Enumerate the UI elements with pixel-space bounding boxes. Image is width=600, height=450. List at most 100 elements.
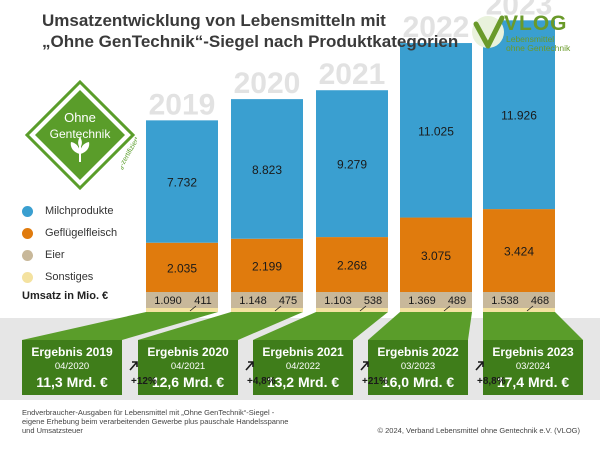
value-label-gefluegelfleisch: 2.199 [252,259,282,273]
vlog-logo-sub2: ohne Gentechnik [506,43,571,53]
value-label-milchprodukte: 9.279 [337,158,367,172]
year-label: 2020 [234,67,301,100]
legend-label: Eier [45,249,65,261]
value-label-sonstiges: 489 [448,295,466,307]
result-period: 03/2023 [401,361,435,372]
result-total: 12,6 Mrd. € [152,374,225,390]
bar-segment-milchprodukte [483,20,555,210]
value-label-eier: 1.148 [239,295,267,307]
result-period: 04/2020 [55,361,89,372]
bar-segment-eier [231,292,303,308]
bar-segment-eier [146,292,218,308]
value-label-milchprodukte: 8.823 [252,163,282,177]
growth-arrow-icon [245,361,254,371]
result-period: 04/2021 [171,361,205,372]
unit-label: Umsatz in Mio. € [22,290,109,302]
bar-segment-sonstiges [146,308,218,312]
result-total: 16,0 Mrd. € [382,374,455,390]
bar-segment-eier [400,292,472,308]
footer-note: Endverbraucher-Ausgaben für Lebensmittel… [22,408,322,435]
chart-legend: Milchprodukte Geflügelfleisch Eier Sonst… [22,200,117,288]
bar-segment-gefluegelfleisch [231,238,303,292]
plant-icon [70,137,90,162]
bar-segment-gefluegelfleisch [316,237,388,292]
vlog-logo-sub1: Lebensmittel [506,34,555,44]
bar-segment-milchprodukte [316,90,388,238]
result-title: Ergebnis 2020 [147,345,229,359]
legend-item-eier: Eier [22,244,117,266]
year-label: 2019 [149,88,216,121]
chart-title-line1: Umsatzentwicklung von Lebensmitteln mit [42,11,386,30]
growth-arrow-icon [360,361,369,371]
growth-label: +21% [362,376,388,387]
legend-label: Milchprodukte [45,205,114,217]
result-box [22,340,122,395]
value-label-eier: 1.090 [154,295,182,307]
value-label-sonstiges: 538 [364,295,382,307]
result-box [368,340,468,395]
bar-segment-gefluegelfleisch [146,242,218,292]
bar-segment-milchprodukte [146,120,218,243]
footer-note-line1: Endverbraucher-Ausgaben für Lebensmittel… [22,408,275,417]
vlog-logo-icon [472,15,505,49]
vlog-logo-text: VLOG [504,12,568,35]
result-box [483,340,583,395]
legend-item-gefluegelfleisch: Geflügelfleisch [22,222,117,244]
bar-connector [138,312,303,340]
value-label-sonstiges: 475 [279,295,297,307]
value-label-eier: 1.538 [491,295,519,307]
badge-line2: Gentechnik [50,127,112,141]
sonstiges-pointer [443,305,451,312]
value-label-milchprodukte: 7.732 [167,176,197,190]
bar-connector [368,312,472,340]
result-box [253,340,353,395]
ohne-gentechnik-badge: Ohne Gentechnik vlog-zertifiziert.org [24,79,137,191]
footer-note-line2: eigene Erhebung beim verarbeitenden Gewe… [22,417,289,426]
sonstiges-pointer [526,305,534,312]
badge-url: vlog-zertifiziert.org [121,126,137,179]
legend-item-sonstiges: Sonstiges [22,266,117,288]
bar-segment-milchprodukte [400,43,472,218]
result-title: Ergebnis 2023 [492,345,574,359]
result-title: Ergebnis 2022 [377,345,459,359]
legend-label: Geflügelfleisch [45,227,118,239]
growth-label: +4,8% [247,376,276,387]
bar-segment-gefluegelfleisch [483,209,555,292]
growth-arrow-icon [129,361,138,371]
sonstiges-pointer [359,305,367,312]
legend-item-milchprodukte: Milchprodukte [22,200,117,222]
year-label: 2022 [403,11,470,44]
bar-segment-sonstiges [316,308,388,312]
value-label-eier: 1.369 [408,295,436,307]
sonstiges-pointer [189,305,197,312]
chart-title-line2: „Ohne GenTechnik“-Siegel nach Produktkat… [42,32,459,51]
bar-segment-gefluegelfleisch [400,217,472,292]
growth-label: +8,8% [477,376,506,387]
value-label-milchprodukte: 11.025 [418,124,454,138]
legend-dot-icon [22,271,33,283]
result-total: 11,3 Mrd. € [36,374,108,390]
badge-line1: Ohne [64,110,96,125]
chart-title: Umsatzentwicklung von Lebensmitteln mit … [42,10,462,52]
vlog-logo-subtitle: Lebensmittel ohne Gentechnik [506,35,570,53]
bar-connector [253,312,388,340]
result-title: Ergebnis 2019 [31,345,113,359]
bar-connector [22,312,218,340]
bar-segment-eier [483,292,555,308]
result-total: 13,2 Mrd. € [267,374,340,390]
legend-label: Sonstiges [45,271,94,283]
bar-segment-sonstiges [231,308,303,312]
footer-copyright: © 2024, Verband Lebensmittel ohne Gentec… [377,426,580,435]
value-label-gefluegelfleisch: 2.035 [167,261,197,275]
legend-dot-icon [22,227,33,239]
sonstiges-pointer [274,305,282,312]
value-label-gefluegelfleisch: 3.424 [504,245,534,259]
growth-label: +12% [131,376,157,387]
result-period: 04/2022 [286,361,320,372]
legend-dot-icon [22,249,33,261]
value-label-milchprodukte: 11.926 [501,109,537,123]
ohne-gentechnik-seal-icon: Ohne Gentechnik [24,79,136,191]
result-title: Ergebnis 2021 [262,345,344,359]
bar-segment-milchprodukte [231,99,303,239]
